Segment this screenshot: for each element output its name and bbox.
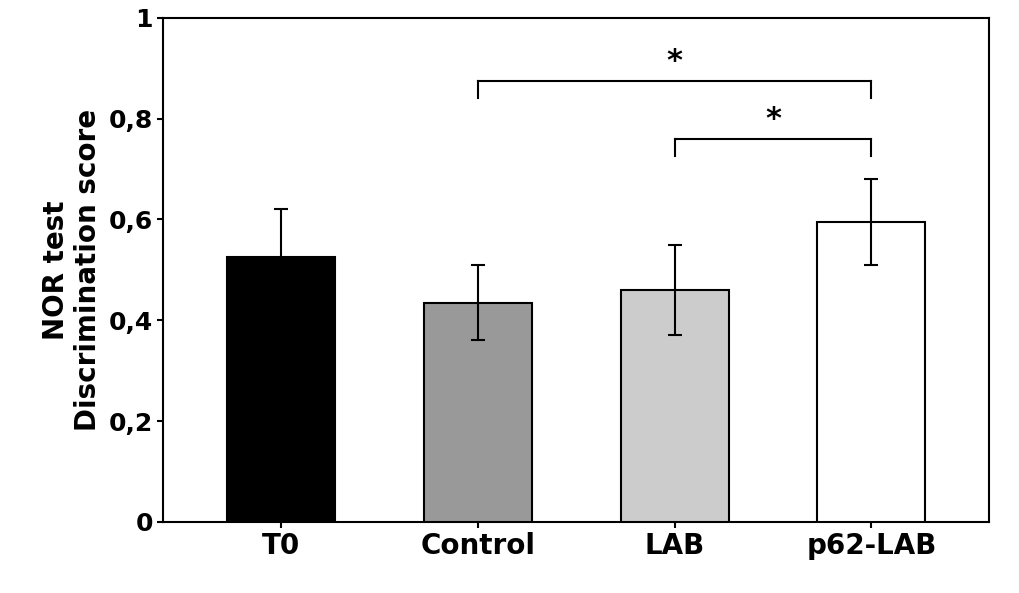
Y-axis label: Discrimination score: Discrimination score [73,109,102,431]
Bar [227,257,335,522]
Bar [620,290,728,522]
Text: NOR test: NOR test [42,200,69,340]
Bar [816,222,924,522]
Text: *: * [666,47,682,76]
Bar [424,302,532,522]
Text: *: * [764,105,781,134]
